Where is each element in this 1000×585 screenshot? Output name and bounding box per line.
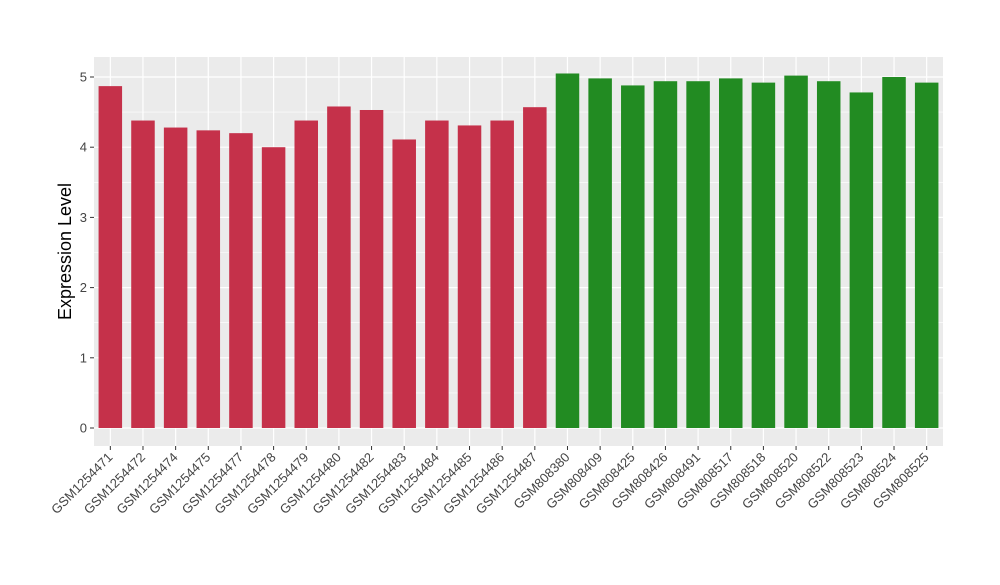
y-tick-label: 3 xyxy=(80,210,87,225)
bar xyxy=(163,127,188,428)
y-tick-label: 2 xyxy=(80,280,87,295)
bar xyxy=(882,77,906,428)
bar xyxy=(849,92,874,428)
y-tick-label: 5 xyxy=(80,70,87,85)
bar xyxy=(686,81,710,428)
bar xyxy=(621,85,645,428)
bars xyxy=(98,73,939,429)
bar xyxy=(490,120,514,429)
bar xyxy=(914,82,939,428)
bar xyxy=(327,106,351,428)
y-tick-label: 0 xyxy=(80,421,87,436)
x-axis: GSM1254471GSM1254472GSM1254474GSM1254475… xyxy=(48,446,932,517)
bar xyxy=(261,147,286,428)
bar xyxy=(98,86,123,428)
bar xyxy=(588,78,612,429)
bar xyxy=(425,120,449,429)
bar xyxy=(131,120,155,429)
bar xyxy=(816,81,841,428)
bar xyxy=(229,133,253,428)
y-tick-label: 4 xyxy=(80,140,87,155)
bar xyxy=(555,73,580,429)
bar xyxy=(294,120,319,429)
bar xyxy=(751,82,776,428)
bar xyxy=(523,107,547,428)
bar xyxy=(196,130,221,429)
bar xyxy=(653,81,678,428)
bar xyxy=(457,125,482,429)
plot-panel xyxy=(94,57,943,446)
y-tick-label: 1 xyxy=(80,350,87,365)
bar xyxy=(718,78,743,429)
y-axis-title: Expression Level xyxy=(55,183,75,320)
bar xyxy=(392,139,416,428)
y-axis: 0 1 2 3 4 5 xyxy=(80,70,94,436)
bar xyxy=(359,109,384,428)
bar xyxy=(784,75,808,428)
